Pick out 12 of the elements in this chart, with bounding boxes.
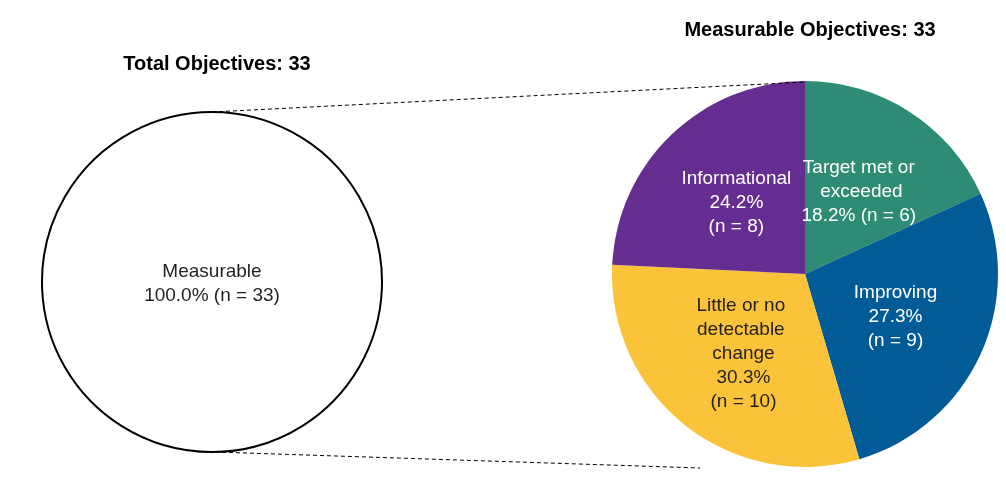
slice-label: Informational bbox=[681, 167, 792, 189]
chart-title: Measurable Objectives: 33 bbox=[684, 18, 936, 40]
slice-label: Measurable bbox=[162, 259, 262, 281]
data-label: 18.2% (n = 6) bbox=[801, 203, 917, 225]
data-label: 100.0% (n = 33) bbox=[144, 283, 280, 305]
data-label: 30.3% (n = 10) bbox=[710, 365, 777, 411]
chart-title: Total Objectives: 33 bbox=[123, 52, 311, 74]
slice-label: Little or no detectable change bbox=[696, 293, 791, 363]
slice-label: Improving bbox=[853, 280, 938, 302]
data-label: 27.3% (n = 9) bbox=[867, 304, 924, 350]
data-label: 24.2% (n = 8) bbox=[708, 191, 765, 237]
slice-label: Target met or exceeded bbox=[802, 155, 916, 201]
